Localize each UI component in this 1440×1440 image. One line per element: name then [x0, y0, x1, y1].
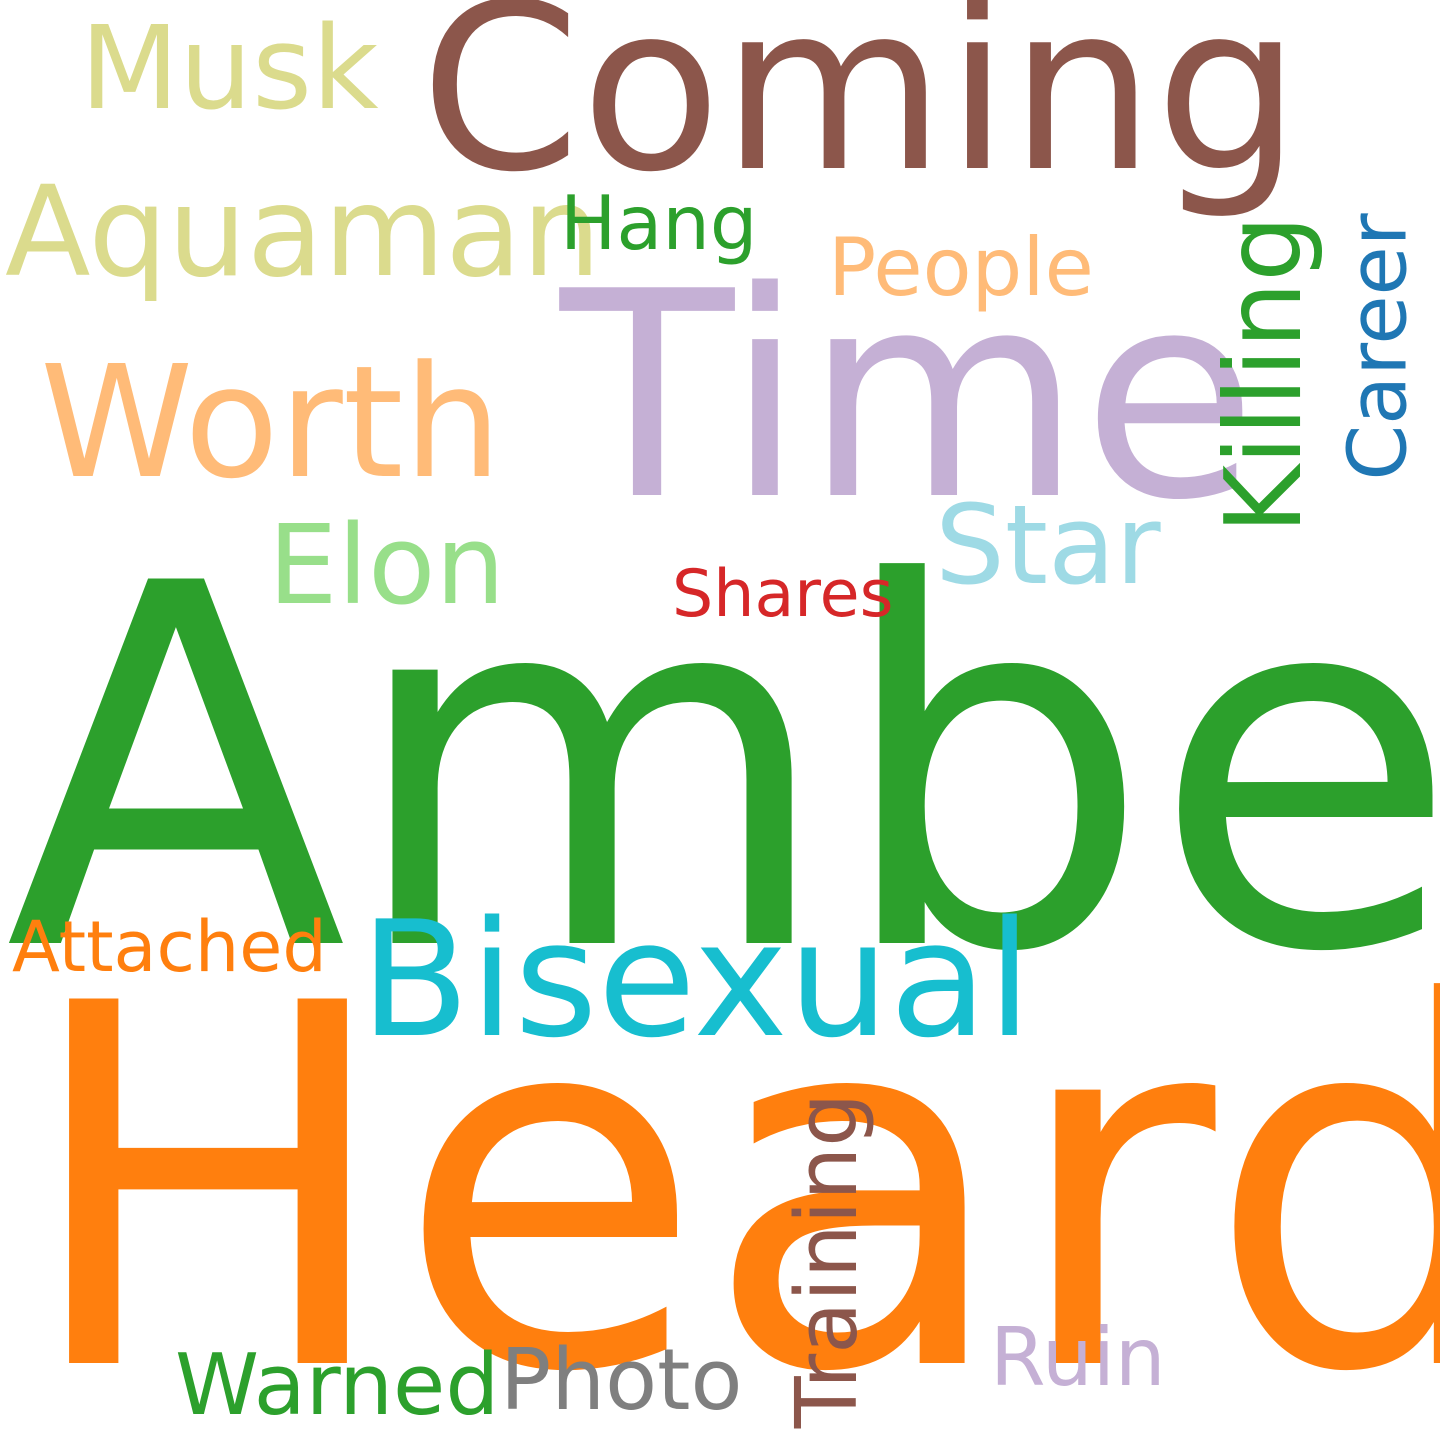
word-hang: Hang — [560, 179, 758, 267]
word-career: Career — [1331, 213, 1425, 481]
word-bisexual: Bisexual — [360, 886, 1032, 1073]
word-elon: Elon — [268, 501, 506, 629]
word-aquaman: Aquaman — [5, 160, 602, 305]
word-ruin: Ruin — [990, 1311, 1166, 1404]
word-people: People — [828, 221, 1094, 314]
word-heard: Heard — [20, 899, 1440, 1440]
word-photo: Photo — [500, 1331, 743, 1430]
word-killing: Killing — [1202, 215, 1325, 534]
word-amber: Amber — [5, 479, 1440, 1061]
word-shares: Shares — [672, 557, 894, 632]
word-worth: Worth — [40, 332, 502, 513]
word-warned: Warned — [175, 1336, 500, 1435]
word-musk: Musk — [80, 2, 379, 136]
word-attached: Attached — [12, 906, 327, 988]
word-time: Time — [560, 231, 1258, 563]
word-star: Star — [935, 481, 1161, 609]
word-coming: Coming — [420, 0, 1302, 223]
word-training: Training — [778, 1092, 878, 1429]
